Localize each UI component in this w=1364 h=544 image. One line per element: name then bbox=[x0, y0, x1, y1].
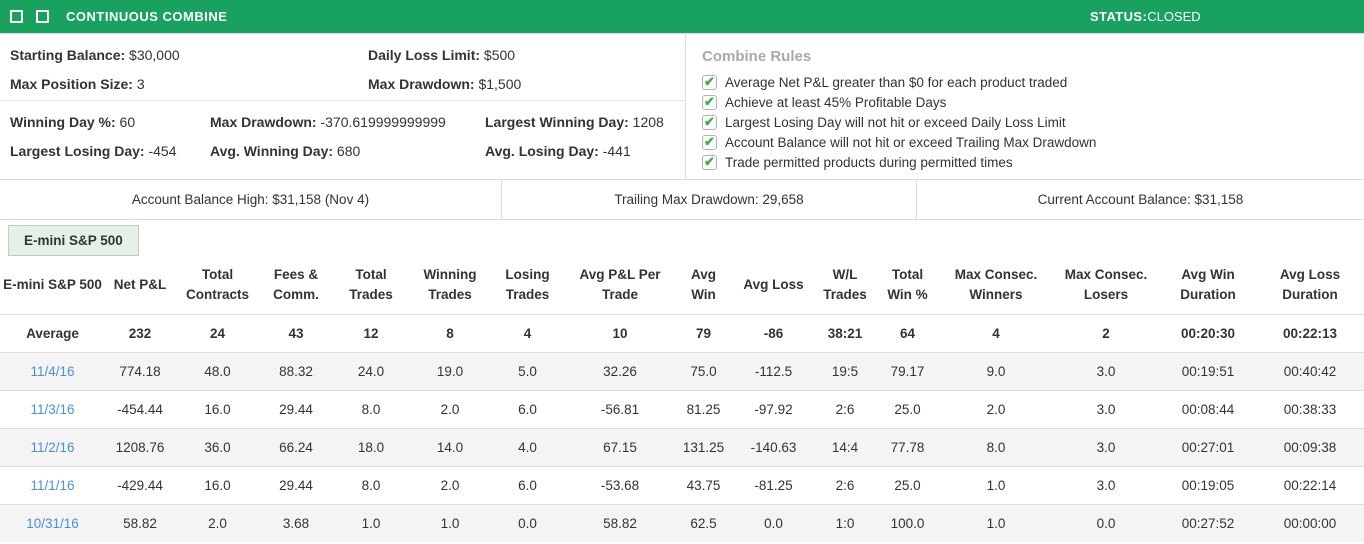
check-icon bbox=[702, 114, 717, 130]
stat-max-drawdown-limit: Max Drawdown: $1,500 bbox=[368, 76, 522, 92]
col-header-avg-loss: Avg Loss bbox=[743, 277, 804, 293]
check-icon bbox=[702, 134, 717, 150]
stat-winning-day-pct: Winning Day %: 60 bbox=[10, 114, 136, 130]
date-link[interactable]: 10/31/16 bbox=[26, 515, 79, 531]
rule-item: Trade permitted products during permitte… bbox=[702, 154, 1354, 170]
col-header-avg-win: Avg Win bbox=[690, 267, 716, 303]
page-title: CONTINUOUS COMBINE bbox=[66, 9, 228, 24]
account-stats-panel: Starting Balance: $30,000 Daily Loss Lim… bbox=[0, 34, 686, 179]
trailing-max-drawdown: Trailing Max Drawdown: 29,658 bbox=[502, 180, 917, 219]
col-header-avg-loss-duration: Avg Loss Duration bbox=[1279, 267, 1341, 303]
stats-section: Starting Balance: $30,000 Daily Loss Lim… bbox=[0, 34, 1364, 180]
stat-max-position-size: Max Position Size: 3 bbox=[10, 76, 145, 92]
col-header-product: E-mini S&P 500 bbox=[3, 277, 102, 293]
rule-text: Largest Losing Day will not hit or excee… bbox=[725, 115, 1066, 130]
check-icon bbox=[702, 94, 717, 110]
table-header-row: E-mini S&P 500 Net P&L Total Contracts F… bbox=[0, 257, 1364, 314]
tab-emini-sp500[interactable]: E-mini S&P 500 bbox=[8, 225, 139, 256]
account-settings-grid: Starting Balance: $30,000 Daily Loss Lim… bbox=[0, 34, 685, 101]
rule-item: Account Balance will not hit or exceed T… bbox=[702, 134, 1354, 150]
rule-text: Achieve at least 45% Profitable Days bbox=[725, 95, 947, 110]
col-header-total-win-pct: Total Win % bbox=[887, 267, 928, 303]
date-link[interactable]: 11/3/16 bbox=[30, 401, 75, 417]
stat-daily-loss-limit: Daily Loss Limit: $500 bbox=[368, 47, 516, 63]
col-header-winning-trades: Winning Trades bbox=[423, 267, 477, 303]
col-header-fees-comm: Fees & Comm. bbox=[273, 267, 319, 303]
daily-stats-table: E-mini S&P 500 Net P&L Total Contracts F… bbox=[0, 257, 1364, 542]
rule-item: Average Net P&L greater than $0 for each… bbox=[702, 74, 1354, 90]
window-square-icon-2[interactable] bbox=[36, 10, 49, 23]
col-header-losing-trades: Losing Trades bbox=[505, 267, 550, 303]
performance-stats-grid: Winning Day %: 60 Max Drawdown: -370.619… bbox=[0, 101, 685, 169]
status-value: CLOSED bbox=[1147, 9, 1201, 24]
current-account-balance: Current Account Balance: $31,158 bbox=[1037, 192, 1244, 207]
stat-largest-losing-day: Largest Losing Day: -454 bbox=[10, 143, 177, 159]
stat-largest-winning-day: Largest Winning Day: 1208 bbox=[485, 114, 664, 130]
table-row: 11/2/16 1208.76 36.0 66.24 18.0 14.0 4.0… bbox=[0, 427, 1364, 466]
window-square-icon-1[interactable] bbox=[10, 10, 23, 23]
stat-starting-balance: Starting Balance: $30,000 bbox=[10, 47, 180, 63]
col-header-max-consec-losers: Max Consec. Losers bbox=[1064, 267, 1148, 303]
balance-summary-strip: Account Balance High: $31,158 (Nov 4) Tr… bbox=[0, 180, 1364, 220]
col-header-avg-win-duration: Avg Win Duration bbox=[1180, 267, 1236, 303]
rule-item: Achieve at least 45% Profitable Days bbox=[702, 94, 1354, 110]
col-header-avg-pnl-per-trade: Avg P&L Per Trade bbox=[579, 267, 661, 303]
date-link[interactable]: 11/4/16 bbox=[30, 363, 75, 379]
app-header: CONTINUOUS COMBINE STATUS:CLOSED bbox=[0, 0, 1364, 34]
date-link[interactable]: 11/2/16 bbox=[30, 439, 75, 455]
col-header-wl-trades: W/L Trades bbox=[823, 267, 867, 303]
rule-text: Average Net P&L greater than $0 for each… bbox=[725, 75, 1068, 90]
date-link[interactable]: 11/1/16 bbox=[30, 477, 75, 493]
stat-avg-losing-day: Avg. Losing Day: -441 bbox=[485, 143, 631, 159]
status-indicator: STATUS:CLOSED bbox=[1090, 9, 1201, 24]
table-row: 11/1/16 -429.44 16.0 29.44 8.0 2.0 6.0 -… bbox=[0, 465, 1364, 504]
average-row: Average 232 24 43 12 8 4 10 79 -86 38:21… bbox=[0, 313, 1364, 352]
rule-item: Largest Losing Day will not hit or excee… bbox=[702, 114, 1354, 130]
table-row: 10/31/16 58.82 2.0 3.68 1.0 1.0 0.0 58.8… bbox=[0, 503, 1364, 542]
combine-rules-title: Combine Rules bbox=[702, 48, 812, 65]
status-label: STATUS: bbox=[1090, 9, 1148, 24]
product-tabs: E-mini S&P 500 bbox=[0, 220, 1364, 257]
stat-max-drawdown-current: Max Drawdown: -370.619999999999 bbox=[210, 114, 446, 130]
table-row: 11/3/16 -454.44 16.0 29.44 8.0 2.0 6.0 -… bbox=[0, 389, 1364, 428]
col-header-total-contracts: Total Contracts bbox=[185, 267, 249, 303]
col-header-max-consec-winners: Max Consec. Winners bbox=[954, 267, 1038, 303]
combine-rules-panel: Combine Rules Average Net P&L greater th… bbox=[686, 34, 1364, 179]
col-header-total-trades: Total Trades bbox=[349, 267, 393, 303]
table-row: 11/4/16 774.18 48.0 88.32 24.0 19.0 5.0 … bbox=[0, 351, 1364, 390]
check-icon bbox=[702, 154, 717, 170]
account-balance-high: Account Balance High: $31,158 (Nov 4) bbox=[0, 180, 502, 219]
check-icon bbox=[702, 74, 717, 90]
stat-avg-winning-day: Avg. Winning Day: 680 bbox=[210, 143, 361, 159]
col-header-net-pnl: Net P&L bbox=[113, 277, 167, 293]
rule-text: Account Balance will not hit or exceed T… bbox=[725, 135, 1097, 150]
rule-text: Trade permitted products during permitte… bbox=[725, 155, 1013, 170]
